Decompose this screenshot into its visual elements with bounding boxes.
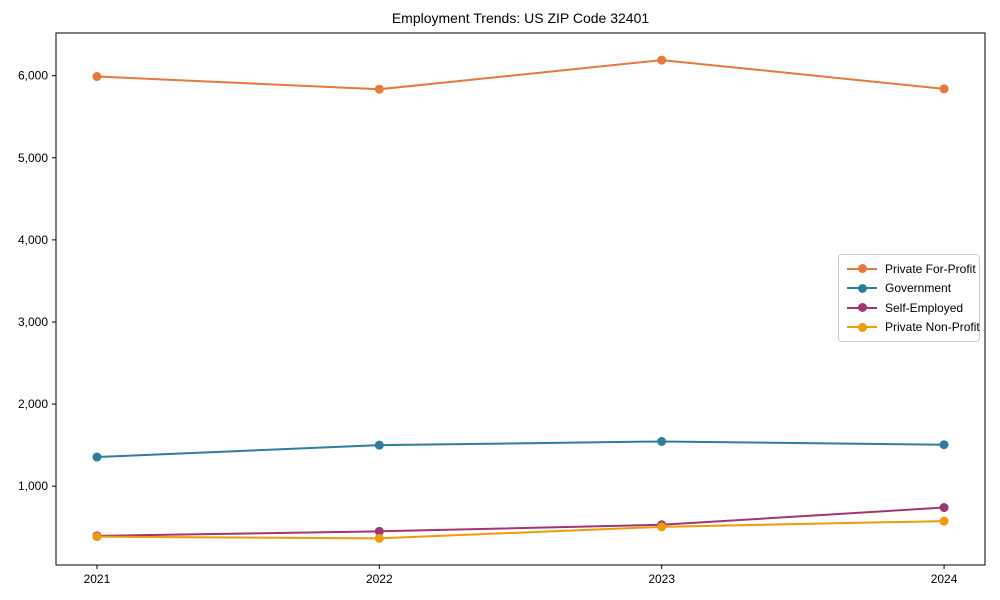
data-point-marker — [374, 526, 384, 536]
legend-line-marker-icon — [847, 263, 877, 274]
legend-line-marker-icon — [847, 302, 877, 313]
legend-label: Self-Employed — [885, 300, 964, 315]
y-tick-label: 3,000 — [18, 315, 48, 329]
data-point-marker — [374, 440, 384, 450]
data-point-marker — [657, 55, 667, 65]
y-tick-label: 4,000 — [18, 233, 48, 247]
data-point-marker — [657, 436, 667, 446]
data-point-marker — [939, 503, 949, 513]
legend: Private For-Profit Government Self-Emplo… — [838, 254, 980, 342]
legend-item-private-for-profit: Private For-Profit — [847, 259, 976, 278]
y-tick-label: 2,000 — [18, 397, 48, 411]
legend-line-marker-icon — [847, 322, 877, 333]
x-tick-label: 2023 — [648, 572, 675, 586]
y-tick-label: 6,000 — [18, 69, 48, 83]
legend-item-private-non-profit: Private Non-Profit — [847, 318, 980, 337]
data-point-marker — [939, 516, 949, 526]
series-line — [95, 506, 946, 537]
x-tick-label: 2024 — [931, 572, 958, 586]
y-tick-label: 1,000 — [18, 479, 48, 493]
x-tick-label: 2022 — [366, 572, 393, 586]
data-point-marker — [657, 522, 667, 532]
legend-label: Private For-Profit — [885, 261, 976, 276]
series-line — [95, 440, 946, 459]
series-line — [95, 59, 946, 91]
legend-label: Government — [885, 281, 952, 296]
data-point-marker — [939, 440, 949, 450]
data-point-marker — [92, 72, 102, 82]
data-point-marker — [939, 84, 949, 94]
series-line — [95, 520, 946, 540]
x-tick-label: 2021 — [84, 572, 111, 586]
legend-label: Private Non-Profit — [885, 320, 980, 335]
legend-item-self-employed: Self-Employed — [847, 298, 973, 317]
data-point-marker — [374, 84, 384, 94]
chart-title: Employment Trends: US ZIP Code 32401 — [391, 10, 650, 26]
data-point-marker — [374, 533, 384, 543]
plot-border — [55, 32, 986, 566]
legend-item-government: Government — [847, 279, 973, 298]
data-point-marker — [92, 532, 102, 542]
data-point-marker — [92, 452, 102, 462]
y-tick-label: 5,000 — [18, 151, 48, 165]
legend-line-marker-icon — [847, 283, 877, 294]
